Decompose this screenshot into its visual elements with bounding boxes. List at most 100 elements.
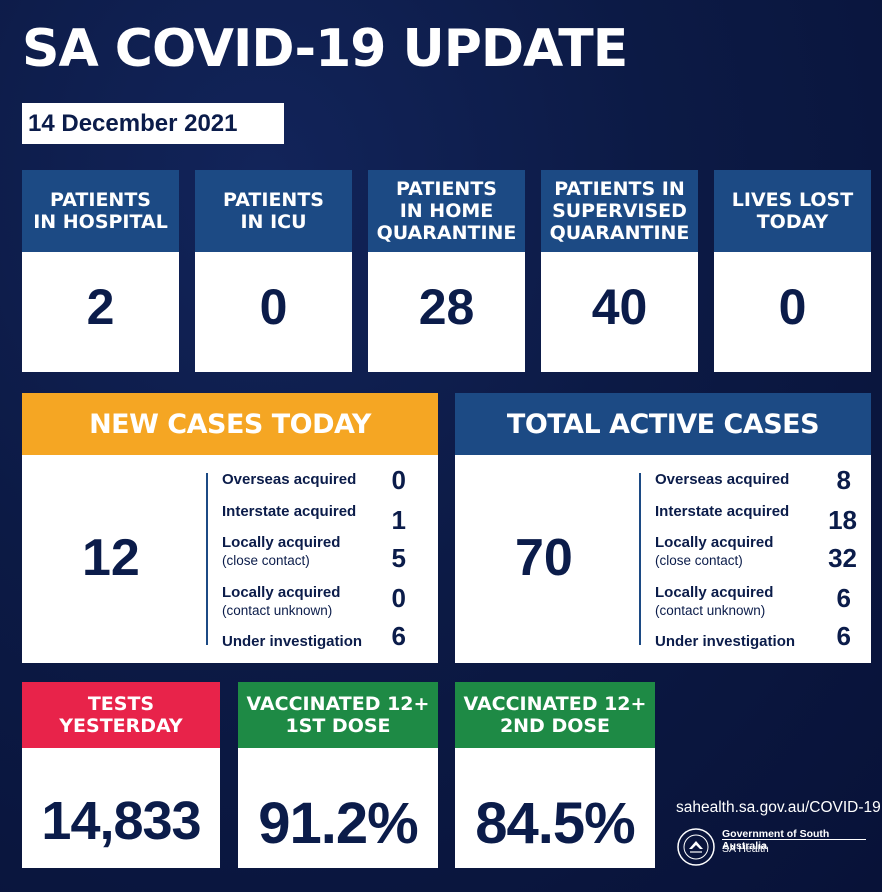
stat-card-header: PATIENTS IN HOSPITAL [22,170,179,252]
new-cases-body [22,455,438,663]
breakdown-label: Under investigation [222,633,362,651]
breakdown-label: Overseas acquired [655,471,789,489]
stat-value: 28 [418,279,475,335]
stat-label-line: IN HOSPITAL [33,211,168,233]
stat-card-header: PATIENTS IN ICU [195,170,352,252]
breakdown-label-text: Overseas acquired [222,471,357,488]
website-link[interactable]: sahealth.sa.gov.au/COVID-19 [676,799,881,816]
new-cases-header: NEW CASES TODAY [22,393,438,455]
new-cases-total: 12 [82,529,140,587]
stat-card-header: PATIENTS IN HOME QUARANTINE [368,170,525,252]
stat-label-line: YESTERDAY [59,715,183,737]
stat-card-body [238,748,438,868]
stat-card-hospital: PATIENTS IN HOSPITAL 2 [22,170,179,372]
active-cases-header: TOTAL ACTIVE CASES [455,393,871,455]
stat-card-body [22,252,179,372]
breakdown-label-text: Locally acquired [655,534,774,551]
active-cases-total: 70 [515,529,573,587]
breakdown-label-text: Locally acquired [222,584,341,601]
breakdown-value: 6 [836,621,851,651]
breakdown-label: Interstate acquired [222,503,356,521]
breakdown-label: Locally acquired (contact unknown) [655,584,773,620]
stat-card-body [195,252,352,372]
stat-label-line: 2ND DOSE [499,715,611,737]
new-cases-panel: NEW CASES TODAY 12 Overseas acquired 0 I… [22,393,438,663]
government-name: Government of South Australia [722,828,830,852]
date-label: 14 December 2021 [22,103,284,144]
stat-value: 84.5% [475,791,635,856]
breakdown-value: 8 [836,465,851,495]
breakdown-value: 1 [391,505,406,535]
stat-label-line: PATIENTS IN [554,178,685,200]
divider [206,473,208,645]
stat-card-icu: PATIENTS IN ICU 0 [195,170,352,372]
stat-value: 91.2% [258,791,418,856]
page-title: SA COVID-19 UPDATE [22,19,628,79]
stat-label-line: SUPERVISED [552,200,687,222]
stat-label-line: LIVES LOST [731,189,854,211]
stat-label-line: TODAY [756,211,829,233]
stat-card-header: LIVES LOST TODAY [714,170,871,252]
breakdown-label-text: Locally acquired [655,584,774,601]
breakdown-label-text: Overseas acquired [655,471,790,488]
breakdown-value: 6 [836,583,851,613]
breakdown-value: 18 [828,505,857,535]
active-cases-body [455,455,871,663]
stat-label-line: PATIENTS [223,189,324,211]
stat-value: 0 [778,279,807,335]
breakdown-sublabel: (contact unknown) [655,603,766,618]
breakdown-label: Locally acquired (close contact) [222,534,340,570]
breakdown-label-text: Locally acquired [222,534,341,551]
stat-label-line: VACCINATED 12+ [463,693,647,715]
breakdown-label: Locally acquired (contact unknown) [222,584,340,620]
stat-card-home-quarantine: PATIENTS IN HOME QUARANTINE 28 [368,170,525,372]
breakdown-sublabel: (close contact) [222,553,310,568]
stat-card-vaccinated-2nd: VACCINATED 12+ 2ND DOSE 84.5% [455,682,655,868]
stat-card-body [368,252,525,372]
breakdown-value: 0 [391,465,406,495]
breakdown-sublabel: (contact unknown) [222,603,333,618]
stat-value: 40 [591,279,648,335]
stat-card-header: PATIENTS IN SUPERVISED QUARANTINE [541,170,698,252]
stat-card-body [455,748,655,868]
breakdown-label: Overseas acquired [222,471,356,489]
breakdown-label: Under investigation [655,633,795,651]
stat-card-body [714,252,871,372]
stat-label-line: QUARANTINE [376,222,517,244]
breakdown-label-text: Interstate acquired [655,503,790,520]
stat-card-header: VACCINATED 12+ 1ST DOSE [238,682,438,748]
stat-label-line: 1ST DOSE [285,715,391,737]
breakdown-label: Locally acquired (close contact) [655,534,773,570]
stat-label-line: PATIENTS [396,178,497,200]
stat-label-line: IN ICU [240,211,307,233]
breakdown-value: 0 [391,583,406,613]
breakdown-sublabel: (close contact) [655,553,743,568]
stat-card-tests: TESTS YESTERDAY 14,833 [22,682,220,868]
breakdown-label-text: Under investigation [655,633,796,650]
active-cases-panel: TOTAL ACTIVE CASES 70 Overseas acquired … [455,393,871,663]
stat-card-body [541,252,698,372]
stat-value: 2 [86,279,115,335]
stat-card-lives-lost: LIVES LOST TODAY 0 [714,170,871,372]
stat-card-supervised-quarantine: PATIENTS IN SUPERVISED QUARANTINE 40 [541,170,698,372]
department-name: SA Health [722,843,769,855]
stat-label-line: VACCINATED 12+ [246,693,430,715]
breakdown-value: 5 [391,543,406,573]
breakdown-label-text: Under investigation [222,633,363,650]
stat-card-header: VACCINATED 12+ 2ND DOSE [455,682,655,748]
stat-label-line: PATIENTS [50,189,151,211]
breakdown-value: 32 [828,543,857,573]
divider [639,473,641,645]
breakdown-label-text: Interstate acquired [222,503,357,520]
stat-card-header: TESTS YESTERDAY [22,682,220,748]
breakdown-value: 6 [391,621,406,651]
stat-label-line: TESTS [87,693,155,715]
stat-card-vaccinated-1st: VACCINATED 12+ 1ST DOSE 91.2% [238,682,438,868]
stat-label-line: QUARANTINE [549,222,690,244]
stat-value: 14,833 [41,791,201,851]
stat-value: 0 [259,279,288,335]
government-logo: Government of South Australia SA Health [676,827,866,869]
breakdown-label: Interstate acquired [655,503,789,521]
stat-label-line: IN HOME [399,200,494,222]
sa-government-crest-icon [677,828,715,866]
